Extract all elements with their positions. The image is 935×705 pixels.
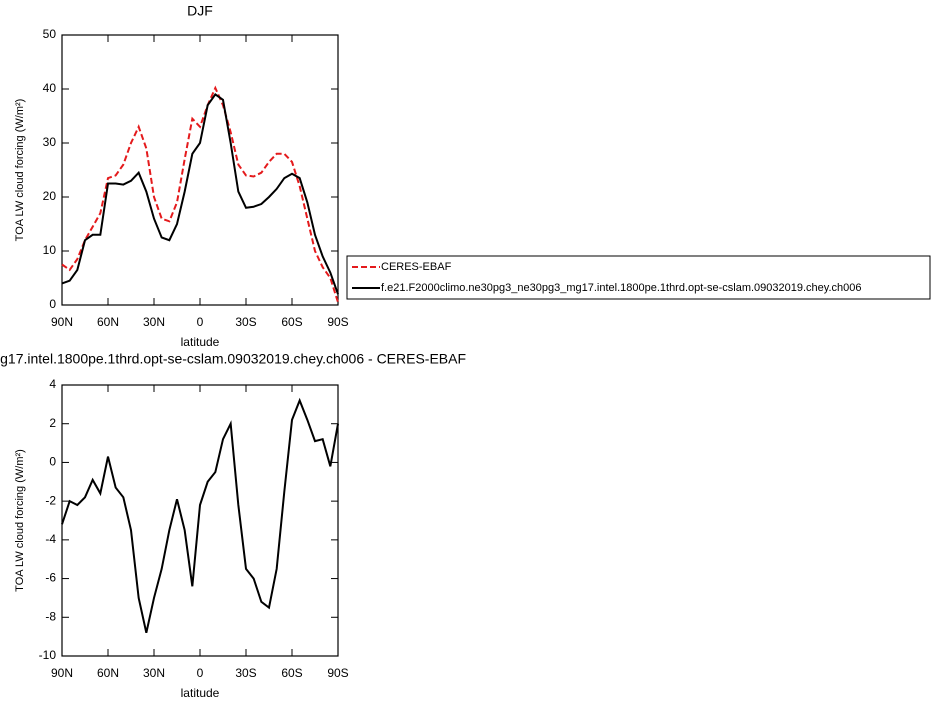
data-line <box>61 93 339 295</box>
y-tick-label: 4 <box>49 377 56 391</box>
x-tick-label: 30S <box>235 666 256 680</box>
y-tick-label: -4 <box>45 532 56 546</box>
x-tick-label: 60S <box>281 315 302 329</box>
y-tick-label: -6 <box>45 571 56 585</box>
y-tick-label: 40 <box>43 81 57 95</box>
legend: CERES-EBAF f.e21.F2000climo.ne30pg3_ne30p… <box>346 255 931 300</box>
y-tick-label: 2 <box>49 416 56 430</box>
x-tick-label: 90N <box>51 315 73 329</box>
y-tick-label: -2 <box>45 493 56 507</box>
chart: e30pg3_mg17.intel.1800pe.1thrd.opt-se-cs… <box>0 351 466 700</box>
x-tick-label: 0 <box>197 315 204 329</box>
legend-label: f.e21.F2000climo.ne30pg3_ne30pg3_mg17.in… <box>381 282 861 294</box>
x-tick-label: 30N <box>143 666 165 680</box>
x-tick-label: 0 <box>197 666 204 680</box>
x-tick-label: 30S <box>235 315 256 329</box>
legend-box <box>346 255 931 300</box>
y-tick-label: 20 <box>43 189 57 203</box>
y-tick-label: 0 <box>49 297 56 311</box>
y-tick-label: -8 <box>45 609 56 623</box>
y-tick-label: 0 <box>49 455 56 469</box>
x-axis-label: latitude <box>181 335 220 349</box>
x-tick-label: 60N <box>97 666 119 680</box>
chart-title: DJF <box>187 3 213 19</box>
x-tick-label: 90S <box>327 666 348 680</box>
legend-label: CERES-EBAF <box>381 261 452 273</box>
y-tick-label: 30 <box>43 135 57 149</box>
data-line <box>61 85 339 303</box>
chart-title: e30pg3_mg17.intel.1800pe.1thrd.opt-se-cs… <box>0 351 466 367</box>
y-tick-label: 10 <box>43 243 57 257</box>
x-tick-label: 30N <box>143 315 165 329</box>
y-axis-label: TOA LW cloud forcing (W/m²) <box>14 449 26 592</box>
chart: DJF latitude TOA LW cloud forcing (W/m²) 0 1… <box>14 3 931 349</box>
y-tick-label: -10 <box>39 648 57 662</box>
x-tick-label: 60S <box>281 666 302 680</box>
plot-frame <box>61 34 339 306</box>
x-tick-label: 90N <box>51 666 73 680</box>
x-tick-label: 60N <box>97 315 119 329</box>
data-line <box>61 397 339 633</box>
x-tick-label: 90S <box>327 315 348 329</box>
y-axis-label: TOA LW cloud forcing (W/m²) <box>14 99 26 242</box>
plot-frame <box>61 384 339 657</box>
x-axis-label: latitude <box>181 686 220 700</box>
y-tick-label: 50 <box>43 27 57 41</box>
